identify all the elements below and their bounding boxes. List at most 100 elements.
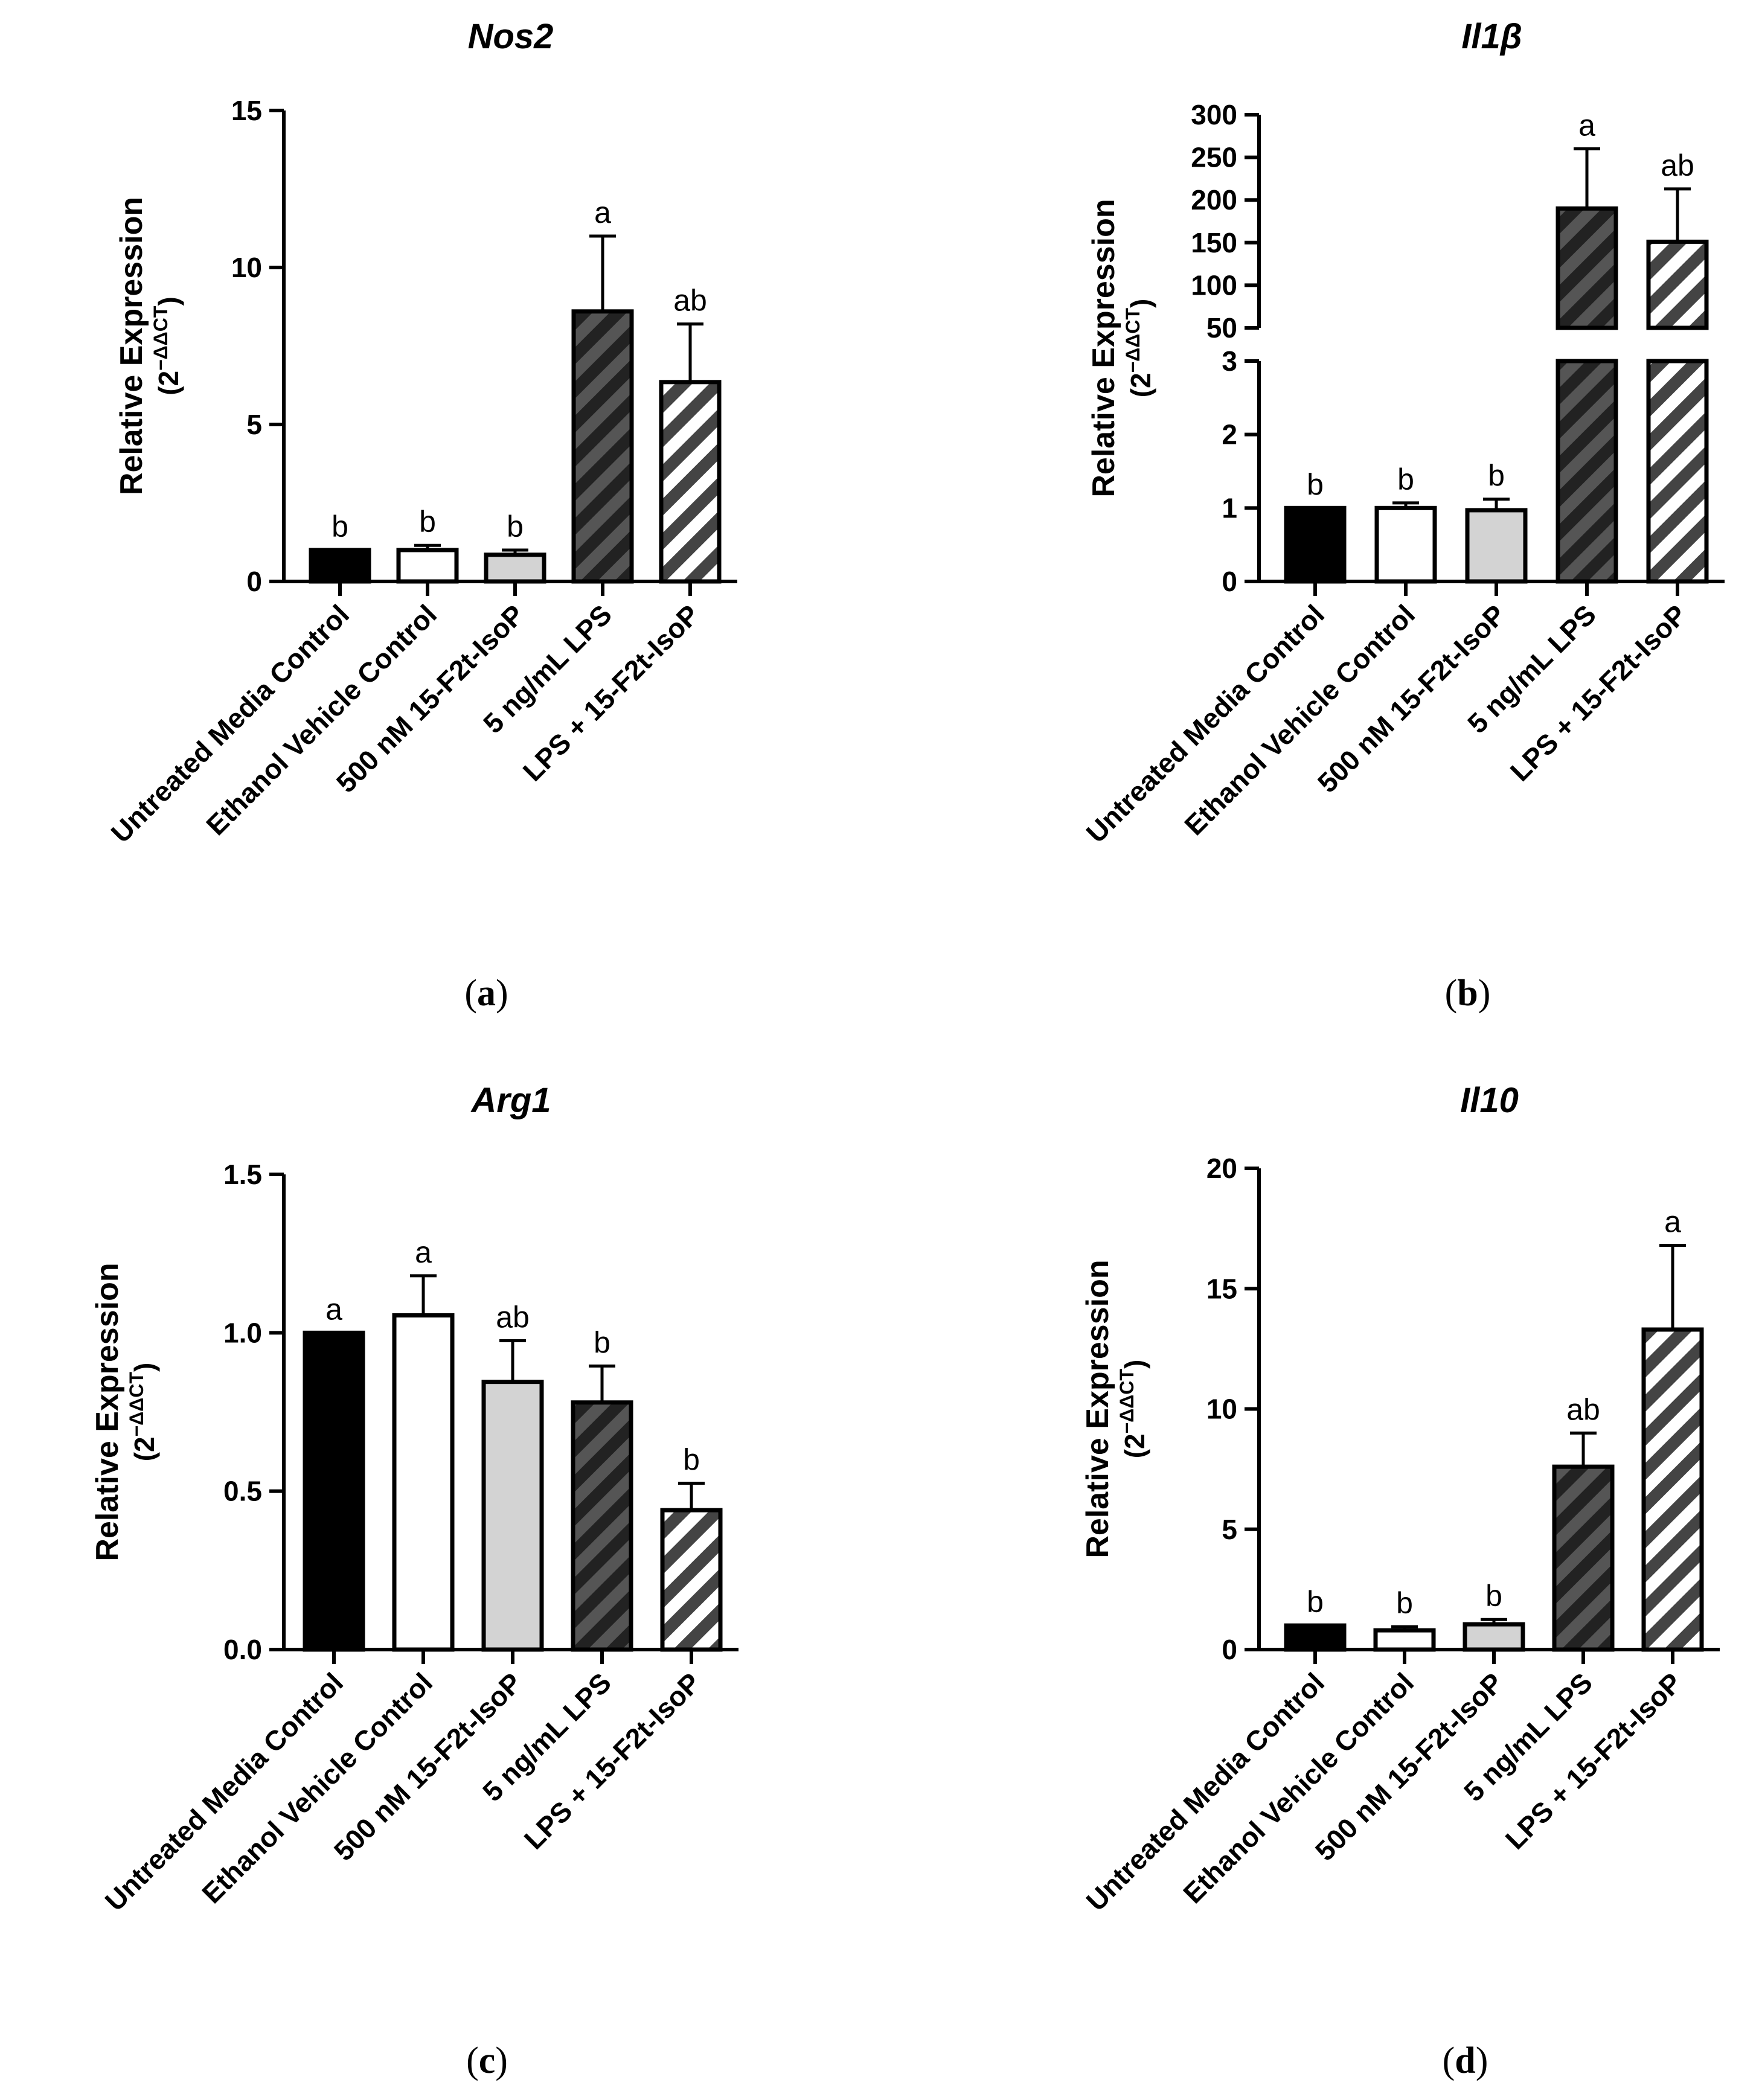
panel-paren-open: ( <box>1443 2040 1455 2081</box>
bar <box>1465 508 1528 584</box>
formula-base: (2 <box>153 371 184 395</box>
y-tick-label: 10 <box>1206 1394 1237 1425</box>
bar <box>309 548 371 584</box>
panel-paren-close: ) <box>495 2040 508 2081</box>
significance-label: b <box>507 510 524 543</box>
bar <box>303 1330 365 1652</box>
bar-group: a <box>392 1235 455 1652</box>
panel-paren-open: ( <box>466 2040 479 2081</box>
bar <box>1646 239 1709 330</box>
chart-title: Nos2 <box>468 17 554 56</box>
bar-group: a <box>1641 1205 1704 1652</box>
chart-title: Il10 <box>1460 1081 1519 1120</box>
significance-label: b <box>1307 467 1324 501</box>
formula-base: (2 <box>129 1436 160 1461</box>
y-tick-label: 3 <box>1222 345 1237 377</box>
formula-close: ) <box>129 1363 160 1372</box>
significance-label: a <box>1664 1205 1681 1239</box>
y-tick-label: 0 <box>1222 1634 1237 1665</box>
bar-group: b <box>1373 1586 1436 1652</box>
bar-group: a <box>571 196 634 584</box>
bar <box>1646 359 1709 584</box>
significance-label: ab <box>1566 1392 1600 1426</box>
significance-label: b <box>683 1443 700 1477</box>
formula-base: (2 <box>1125 373 1156 397</box>
y-tick-label: 0.0 <box>223 1634 262 1665</box>
bar-group: b <box>309 510 371 584</box>
bar-group: b <box>1465 459 1528 584</box>
y-axis-label: Relative Expression <box>90 1263 125 1561</box>
formula-exponent: −ΔΔCT <box>150 306 171 371</box>
panel-paren-close: ) <box>496 973 508 1014</box>
panel-letter: b <box>1457 973 1478 1014</box>
panel-label: (d) <box>1443 2040 1488 2081</box>
formula-exponent: −ΔΔCT <box>126 1372 147 1437</box>
y-tick-label: 5 <box>246 409 262 440</box>
panel-letter: a <box>477 973 496 1014</box>
panel-label: (c) <box>466 2040 508 2081</box>
bar-group: b <box>1284 467 1347 584</box>
bar-group: ab <box>1552 1392 1615 1652</box>
bar-group: a <box>303 1292 365 1652</box>
significance-label: a <box>594 196 611 229</box>
chart-panel-d: Il10 Relative Expression (2−ΔΔCT) 0 5 10 15 20 b… <box>1080 1081 1720 2081</box>
formula-exponent: −ΔΔCT <box>1116 1369 1138 1434</box>
significance-label: b <box>1396 1586 1413 1620</box>
y-tick-label: 1 <box>1222 492 1237 523</box>
bar <box>1641 1327 1704 1652</box>
y-tick-label: 300 <box>1191 99 1237 130</box>
bar <box>1556 359 1618 584</box>
significance-label: b <box>594 1325 610 1359</box>
y-tick-label: 15 <box>231 95 262 126</box>
y-tick-label: 1.5 <box>223 1159 262 1190</box>
bar <box>1556 206 1618 330</box>
x-category-label: LPS + 15-F2t-IsoP <box>1499 1666 1688 1855</box>
significance-label: b <box>332 510 348 543</box>
y-tick-label: 10 <box>231 252 262 283</box>
bar <box>481 1380 544 1652</box>
bar-group: b <box>484 510 546 584</box>
formula-close: ) <box>1125 299 1156 308</box>
x-category-label: LPS + 15-F2t-IsoP <box>518 1666 706 1855</box>
y-axis-formula: (2−ΔΔCT) <box>150 296 184 395</box>
y-tick-label: 20 <box>1206 1153 1237 1184</box>
bar <box>1373 1628 1436 1652</box>
y-tick-label: 0 <box>1222 566 1237 597</box>
bar <box>659 380 722 584</box>
y-axis-formula: (2−ΔΔCT) <box>126 1363 160 1462</box>
bar-group: b <box>1374 463 1437 584</box>
significance-label: ab <box>496 1300 530 1334</box>
bar <box>484 552 546 584</box>
bar <box>1284 505 1347 584</box>
significance-label: b <box>419 505 436 539</box>
panel-letter: c <box>479 2040 496 2081</box>
panel-paren-open: ( <box>464 973 477 1014</box>
significance-label: ab <box>1661 149 1694 182</box>
chart-title: Arg1 <box>470 1081 551 1120</box>
bar-group: ab <box>659 284 722 584</box>
bar-group: b <box>396 505 459 584</box>
y-tick-label: 50 <box>1206 312 1237 344</box>
x-category-label: LPS + 15-F2t-IsoP <box>1504 598 1693 787</box>
panel-paren-close: ) <box>1478 973 1491 1014</box>
significance-label: a <box>415 1235 432 1269</box>
y-tick-label: 0 <box>246 566 262 597</box>
significance-label: b <box>1485 1579 1502 1613</box>
chart-title: Il1β <box>1461 17 1522 56</box>
bar <box>1552 1464 1615 1652</box>
significance-label: a <box>325 1292 342 1326</box>
bar <box>571 309 634 584</box>
significance-label: b <box>1307 1585 1324 1619</box>
panel-paren-open: ( <box>1445 973 1458 1014</box>
y-tick-label: 15 <box>1206 1273 1237 1304</box>
y-axis-label: Relative Expression <box>1086 199 1121 497</box>
bar-group: b <box>1284 1585 1347 1652</box>
bar <box>392 1313 455 1652</box>
formula-exponent: −ΔΔCT <box>1122 308 1144 373</box>
y-tick-label: 100 <box>1191 269 1237 301</box>
y-tick-label: 200 <box>1191 184 1237 216</box>
significance-label: ab <box>673 284 707 318</box>
bar <box>1284 1623 1347 1652</box>
